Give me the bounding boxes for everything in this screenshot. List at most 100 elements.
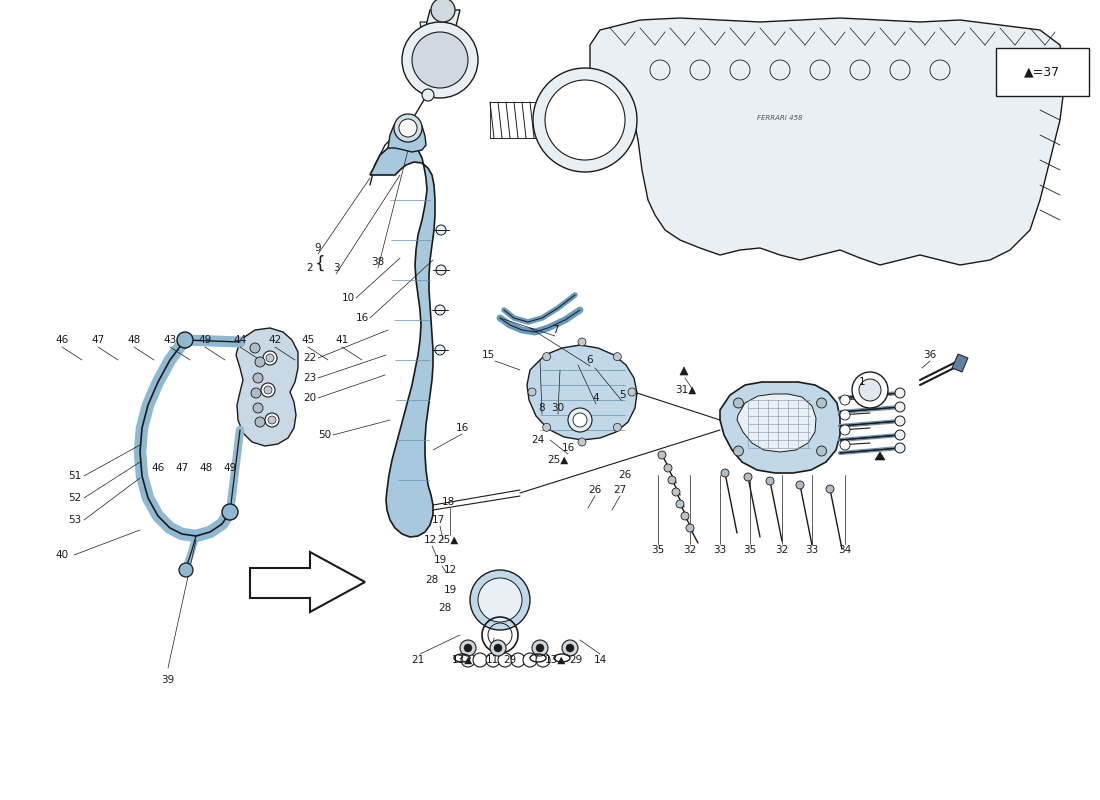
Text: 30: 30: [551, 403, 564, 413]
Polygon shape: [590, 18, 1065, 265]
Circle shape: [436, 225, 446, 235]
Text: 16: 16: [561, 443, 574, 453]
Circle shape: [930, 60, 950, 80]
Circle shape: [562, 640, 578, 656]
Text: 33: 33: [714, 545, 727, 555]
Circle shape: [850, 60, 870, 80]
Text: 25▲: 25▲: [548, 455, 569, 465]
Polygon shape: [236, 328, 298, 446]
Text: 11: 11: [485, 655, 498, 665]
Text: 9: 9: [315, 243, 321, 253]
Circle shape: [431, 0, 455, 22]
Circle shape: [473, 653, 487, 667]
Circle shape: [796, 481, 804, 489]
Circle shape: [568, 408, 592, 432]
Text: 29: 29: [570, 655, 583, 665]
Polygon shape: [680, 367, 688, 375]
Text: 27: 27: [614, 485, 627, 495]
Circle shape: [895, 430, 905, 440]
Circle shape: [840, 410, 850, 420]
Circle shape: [264, 386, 272, 394]
Polygon shape: [420, 22, 434, 60]
Circle shape: [542, 353, 551, 361]
Circle shape: [895, 388, 905, 398]
Circle shape: [460, 640, 476, 656]
Circle shape: [251, 388, 261, 398]
Text: 13▲: 13▲: [544, 655, 565, 665]
Text: 36: 36: [923, 350, 936, 360]
Text: 19: 19: [433, 555, 447, 565]
Circle shape: [434, 305, 446, 315]
Text: 6: 6: [586, 355, 593, 365]
Text: 53: 53: [68, 515, 81, 525]
Circle shape: [826, 485, 834, 493]
Circle shape: [478, 578, 522, 622]
Text: 5: 5: [618, 390, 625, 400]
Polygon shape: [388, 118, 426, 152]
Circle shape: [658, 451, 666, 459]
Text: 8: 8: [539, 403, 546, 413]
Text: 31▲: 31▲: [675, 385, 696, 395]
Circle shape: [810, 60, 830, 80]
Circle shape: [734, 398, 744, 408]
Circle shape: [816, 446, 826, 456]
Circle shape: [412, 32, 468, 88]
Text: 19: 19: [443, 585, 456, 595]
Text: 3: 3: [332, 263, 339, 273]
Circle shape: [544, 80, 625, 160]
Circle shape: [255, 357, 265, 367]
Polygon shape: [720, 382, 840, 473]
Polygon shape: [952, 354, 968, 372]
Circle shape: [770, 60, 790, 80]
Polygon shape: [425, 10, 460, 30]
Text: 46: 46: [152, 463, 165, 473]
Text: 10: 10: [341, 293, 354, 303]
Circle shape: [268, 416, 276, 424]
Circle shape: [399, 119, 417, 137]
Circle shape: [394, 114, 422, 142]
Text: 26: 26: [588, 485, 602, 495]
Circle shape: [890, 60, 910, 80]
Circle shape: [816, 398, 826, 408]
Circle shape: [650, 60, 670, 80]
Circle shape: [614, 423, 622, 431]
Circle shape: [681, 512, 689, 520]
Circle shape: [261, 383, 275, 397]
Circle shape: [672, 488, 680, 496]
Circle shape: [895, 443, 905, 453]
Circle shape: [536, 644, 544, 652]
Text: 16: 16: [355, 313, 368, 323]
Circle shape: [573, 413, 587, 427]
Bar: [996, 48, 1089, 96]
Text: 22: 22: [304, 353, 317, 363]
Circle shape: [222, 504, 238, 520]
Circle shape: [253, 373, 263, 383]
Text: 45: 45: [301, 335, 315, 345]
Circle shape: [766, 477, 774, 485]
Text: 12: 12: [443, 565, 456, 575]
Text: 52: 52: [68, 493, 81, 503]
Text: 38: 38: [372, 257, 385, 267]
Text: 47: 47: [175, 463, 188, 473]
Circle shape: [177, 332, 192, 348]
Circle shape: [676, 500, 684, 508]
Circle shape: [434, 345, 446, 355]
Circle shape: [265, 413, 279, 427]
Text: 49: 49: [223, 463, 236, 473]
Text: 35: 35: [744, 545, 757, 555]
Polygon shape: [737, 394, 816, 452]
Circle shape: [528, 388, 536, 396]
Text: 32: 32: [683, 545, 696, 555]
Circle shape: [566, 644, 574, 652]
Text: 18: 18: [441, 497, 454, 507]
Circle shape: [263, 351, 277, 365]
Circle shape: [436, 265, 446, 275]
Text: 17: 17: [431, 515, 444, 525]
Circle shape: [470, 570, 530, 630]
Circle shape: [686, 524, 694, 532]
Circle shape: [730, 60, 750, 80]
Circle shape: [464, 644, 472, 652]
Text: 35: 35: [651, 545, 664, 555]
Circle shape: [614, 353, 622, 361]
Text: 12: 12: [424, 535, 437, 545]
